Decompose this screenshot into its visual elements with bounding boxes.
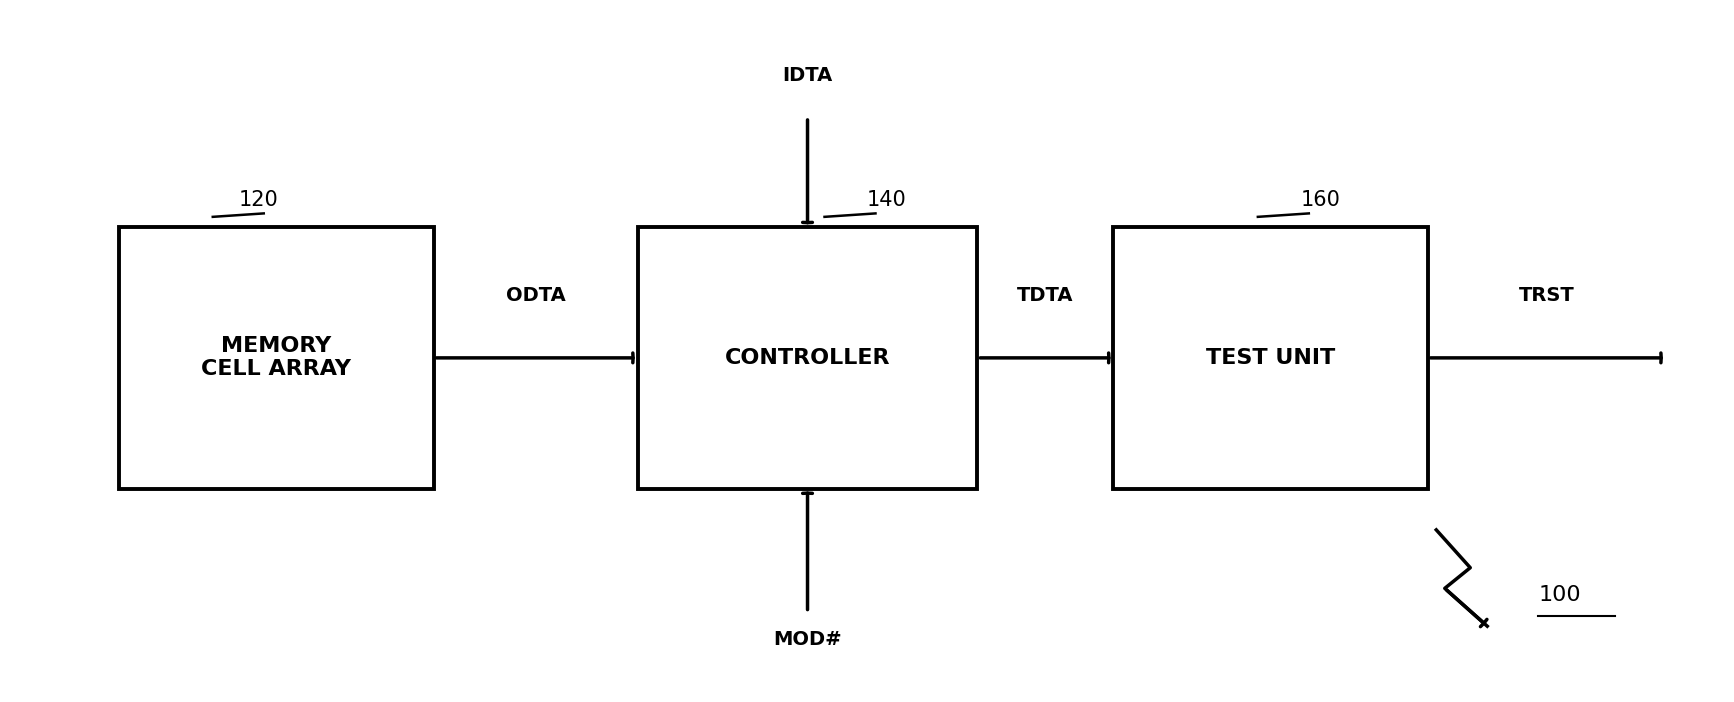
Bar [638,227,978,489]
Text: MOD#: MOD# [773,630,841,649]
Text: IDTA: IDTA [782,66,832,86]
Text: 120: 120 [238,190,277,210]
Text: ODTA: ODTA [506,286,565,305]
Bar [120,227,434,489]
Text: TEST UNIT: TEST UNIT [1205,348,1335,368]
Text: 100: 100 [1538,585,1581,605]
Bar [1113,227,1427,489]
Text: TDTA: TDTA [1018,286,1073,305]
Text: MEMORY
CELL ARRAY: MEMORY CELL ARRAY [201,336,352,380]
Text: CONTROLLER: CONTROLLER [725,348,890,368]
Text: 160: 160 [1300,190,1340,210]
Text: TRST: TRST [1519,286,1574,305]
Text: 140: 140 [867,190,907,210]
